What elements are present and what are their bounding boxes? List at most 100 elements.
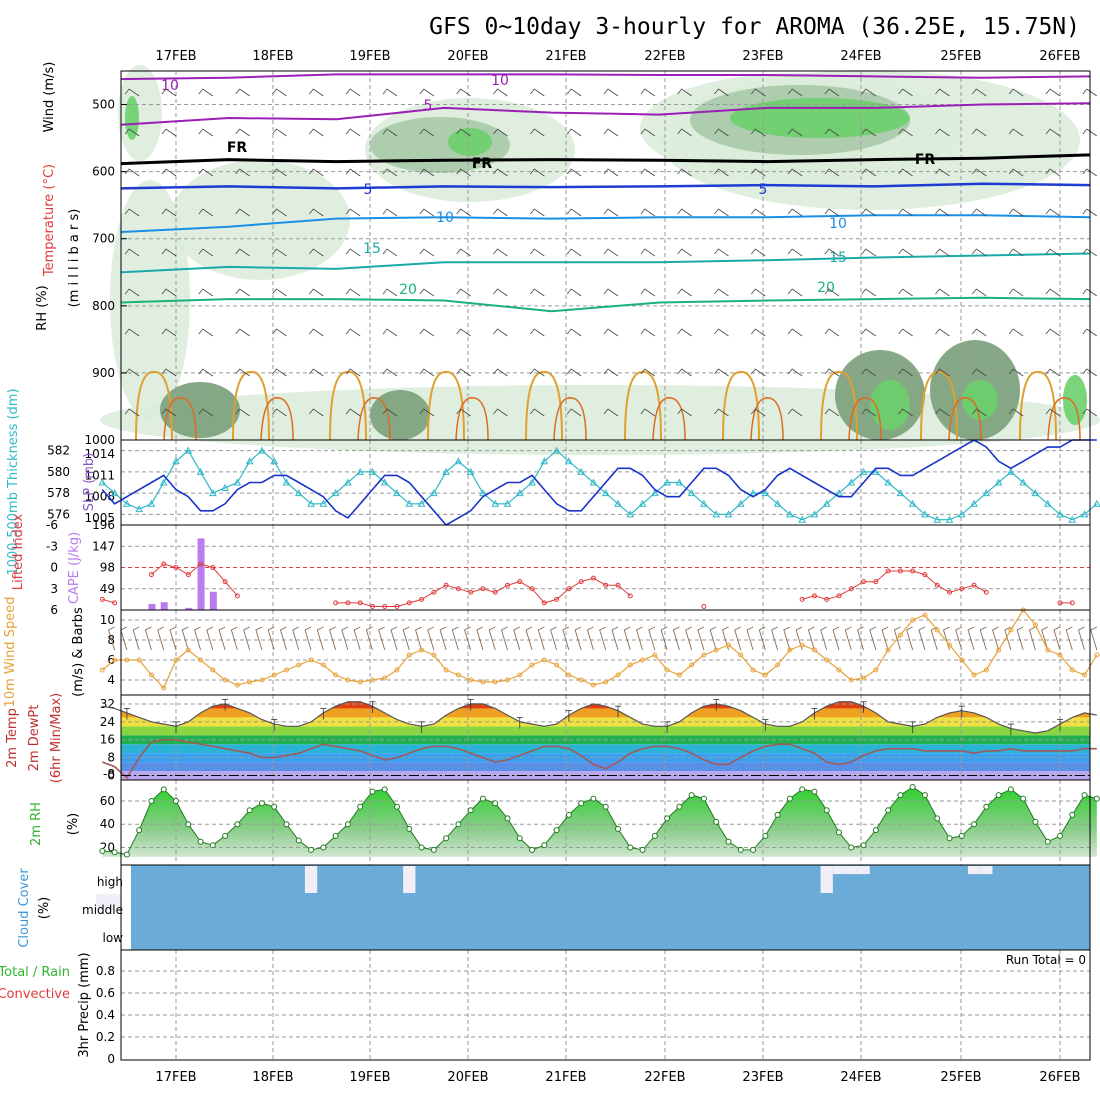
wind-speed-point: [1032, 622, 1038, 628]
wind-speed-point: [615, 672, 621, 678]
thickness-point: [1080, 510, 1089, 518]
wind-barb: [235, 328, 250, 337]
wind-barb: [824, 368, 840, 377]
thickness-point: [466, 467, 475, 475]
rh-point: [799, 786, 806, 793]
wind-barb: [124, 368, 140, 377]
wind-barb: [824, 408, 840, 417]
axis-label-temperature: Temperature (°C): [42, 164, 57, 277]
date-label: 18FEB: [252, 49, 293, 64]
cape-bar: [185, 607, 193, 610]
wind-barb: [415, 626, 422, 651]
cloud-cell: [832, 866, 846, 875]
lifted-index-point: [910, 568, 916, 574]
lifted-index-point: [971, 582, 977, 588]
rh-point: [99, 848, 106, 855]
wind-barb: [493, 328, 508, 337]
rh-shading: [160, 382, 240, 438]
date-label: 26FEB: [1039, 49, 1080, 64]
date-label: 17FEB: [155, 49, 196, 64]
rh-point: [369, 788, 376, 795]
wind-barb: [623, 626, 631, 651]
thickness-point: [712, 510, 721, 518]
lifted-index-point: [603, 582, 609, 588]
lifted-index-point: [161, 561, 167, 567]
rh-point: [762, 832, 769, 839]
wind-barb: [566, 328, 582, 337]
contour-label: 10: [436, 210, 454, 226]
wind-speed-point: [1069, 667, 1075, 673]
wind-speed-point: [161, 685, 167, 691]
thickness-point: [123, 499, 131, 507]
pressure-tick: 900: [92, 366, 115, 380]
cloud-cell: [108, 894, 121, 911]
wind-barb: [677, 128, 692, 137]
wind-barb: [566, 128, 582, 137]
wind-barb: [382, 248, 398, 257]
wind-barb: [861, 248, 877, 257]
rh-point: [516, 835, 523, 842]
rh-shading: [170, 160, 350, 280]
rh-point: [958, 832, 965, 839]
rh-tick: 40: [100, 817, 115, 831]
wind-speed-point: [247, 679, 253, 685]
wind-barb: [660, 626, 668, 651]
wind-barb: [714, 408, 729, 417]
wind-speed-point: [296, 662, 302, 668]
thickness-point: [786, 510, 794, 518]
wind-barb: [566, 88, 582, 97]
temperature-contour: [260, 397, 294, 441]
wind-barb: [309, 328, 324, 337]
wind-barb: [972, 248, 987, 257]
wind-barb: [935, 328, 950, 337]
wind-barb: [181, 626, 189, 651]
rh-point: [332, 832, 339, 839]
wind-barb: [824, 328, 840, 337]
cape-bar: [160, 602, 168, 610]
axis-label-cloud: Cloud Cover: [17, 868, 32, 948]
lifted-index-point: [627, 593, 633, 599]
cape-bar: [197, 538, 205, 610]
wind-barb: [1045, 248, 1061, 257]
contour-line: [120, 182, 1091, 190]
thickness-point: [871, 467, 880, 475]
wind-barb: [566, 208, 582, 217]
thickness-point: [528, 478, 536, 486]
rh-point: [921, 792, 928, 799]
lifted-index-point: [210, 565, 216, 570]
wind-barb: [898, 408, 913, 417]
wind-barb: [530, 88, 545, 97]
lifted-index-point: [198, 561, 204, 567]
wind-barb: [1082, 168, 1098, 177]
cloud-cell: [857, 866, 870, 875]
wind-speed-point: [910, 617, 916, 623]
lifted-index-tick: 3: [50, 582, 58, 596]
contour-label: 15: [829, 250, 847, 266]
wind-barb: [640, 128, 656, 137]
thickness-point: [884, 478, 892, 486]
thickness-point: [356, 467, 365, 475]
wind-barb: [787, 288, 803, 297]
rh-point: [222, 832, 229, 839]
rh-point: [1020, 795, 1027, 802]
temperature-band: [121, 762, 1090, 772]
pressure-tick: 600: [92, 165, 115, 179]
wind-barb: [243, 626, 251, 651]
wind-barb: [972, 208, 987, 217]
lifted-index-point: [148, 572, 154, 578]
wind-barb: [566, 288, 582, 297]
lifted-index-line: [335, 577, 631, 607]
rh-point: [271, 803, 278, 810]
thickness-point: [110, 489, 119, 497]
pressure-tick: 500: [92, 98, 115, 112]
thickness-point: [638, 499, 647, 507]
temperature-tick: 32: [100, 697, 115, 711]
thickness-point: [675, 478, 684, 486]
thickness-point: [1056, 510, 1064, 518]
wind-barb: [714, 168, 729, 177]
wind-speed-point: [959, 657, 965, 663]
wind-barb: [132, 626, 140, 651]
wind-speed-point: [505, 677, 510, 683]
wind-barb: [272, 248, 287, 257]
